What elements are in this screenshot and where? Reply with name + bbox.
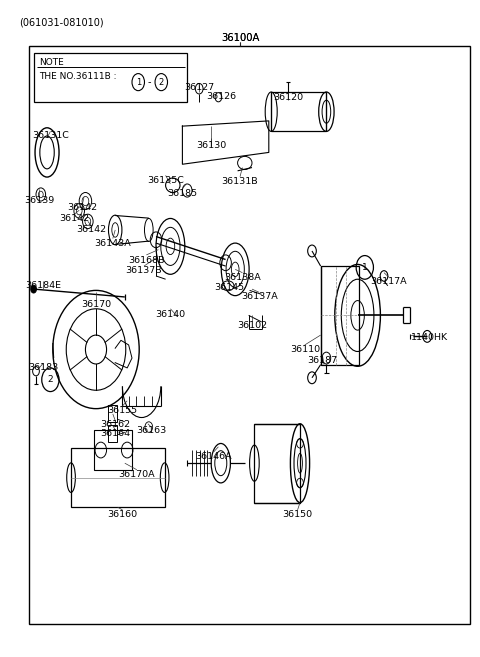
Text: 36168B: 36168B (128, 256, 165, 265)
Text: 36146A: 36146A (195, 452, 232, 461)
Text: 2: 2 (48, 375, 53, 384)
Text: 36126: 36126 (206, 92, 236, 101)
Bar (94, 430, 132, 470)
Text: 36183: 36183 (28, 363, 59, 373)
Text: 36120: 36120 (273, 93, 303, 102)
Text: 36138A: 36138A (224, 273, 261, 282)
Text: NOTE: NOTE (39, 58, 64, 67)
Text: (061031-081010): (061031-081010) (19, 18, 104, 28)
Text: 36130: 36130 (196, 141, 227, 150)
Text: 1140HK: 1140HK (411, 333, 448, 342)
Text: -: - (147, 77, 151, 87)
Bar (29, 46, 470, 624)
Text: 36110: 36110 (290, 345, 320, 354)
Text: 36117A: 36117A (371, 277, 407, 286)
Text: 36100A: 36100A (221, 33, 259, 43)
Bar (108, 425, 117, 442)
Text: 36142: 36142 (60, 214, 89, 223)
Text: 36164: 36164 (100, 429, 130, 438)
Text: 36160: 36160 (108, 510, 137, 519)
Bar (34, 53, 187, 102)
Text: 36163: 36163 (136, 426, 167, 436)
Text: THE NO.36111B :: THE NO.36111B : (39, 72, 120, 81)
Text: 36131B: 36131B (222, 177, 258, 186)
Text: 36142: 36142 (76, 225, 106, 235)
Circle shape (31, 285, 36, 293)
Text: 36139: 36139 (24, 196, 55, 205)
Text: 36102: 36102 (237, 321, 267, 330)
Text: 36145: 36145 (215, 283, 244, 292)
Text: 36155: 36155 (108, 406, 137, 415)
Text: 36185: 36185 (168, 189, 197, 198)
Text: 36170: 36170 (81, 300, 111, 309)
Text: 1: 1 (136, 78, 141, 87)
Text: 36143A: 36143A (95, 238, 131, 248)
Bar (71, 448, 165, 507)
Text: 2: 2 (159, 78, 164, 87)
Bar (271, 92, 326, 131)
Text: 36127: 36127 (184, 83, 214, 92)
Text: 36137A: 36137A (241, 292, 277, 302)
Text: 36100A: 36100A (221, 33, 259, 43)
Bar (108, 405, 117, 422)
Text: 36187: 36187 (308, 355, 337, 365)
Text: 36162: 36162 (100, 420, 130, 429)
Text: 36140: 36140 (156, 309, 185, 319)
Text: 36131C: 36131C (32, 131, 69, 141)
Text: 36150: 36150 (283, 510, 312, 519)
Text: 36137B: 36137B (126, 266, 162, 275)
Text: 36142: 36142 (68, 203, 97, 212)
Bar (254, 424, 300, 503)
Text: 36135C: 36135C (147, 175, 184, 185)
Text: 1: 1 (362, 263, 368, 272)
Text: 36170A: 36170A (119, 470, 155, 479)
Bar (321, 266, 359, 365)
Text: 36184E: 36184E (25, 281, 61, 290)
